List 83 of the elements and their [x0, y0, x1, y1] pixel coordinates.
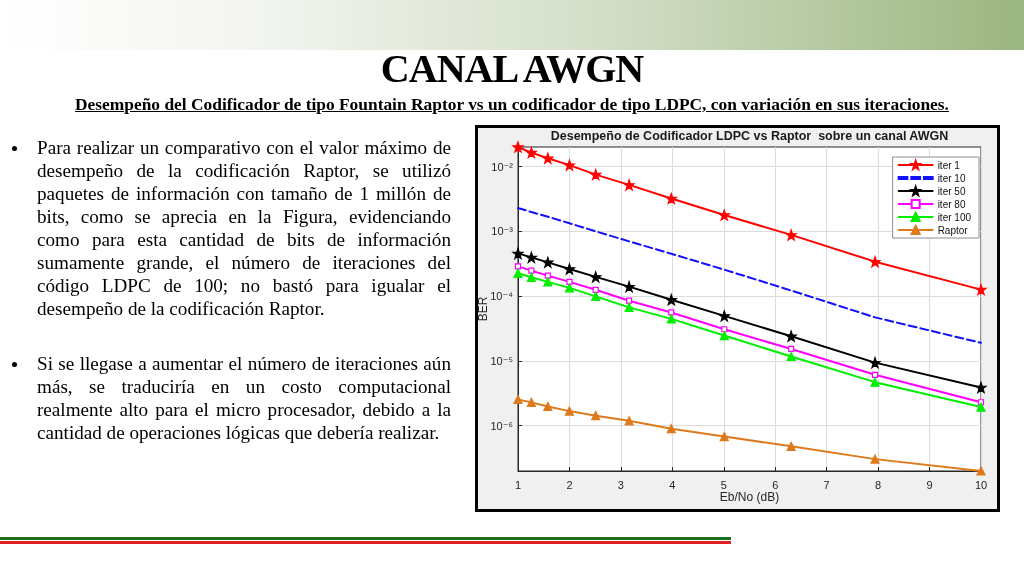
point [623, 281, 635, 293]
point [564, 406, 575, 416]
x-tick-label: 9 [926, 478, 933, 491]
x-tick-label: 7 [823, 478, 830, 491]
point [513, 268, 523, 278]
point [513, 394, 523, 405]
x-tick-label: 3 [617, 478, 624, 491]
point [869, 256, 881, 268]
text: Desempeño del Codificador de tipo Fountain Raptor vs un codificador de tipo LDPC, con variación en sus iteraciones. [74, 93, 950, 115]
point [512, 247, 524, 260]
x-tick-label: 4 [669, 478, 676, 491]
legend-label: iter 10 [937, 172, 966, 184]
point [786, 441, 796, 451]
point [624, 302, 634, 312]
point [591, 411, 601, 421]
point [871, 371, 879, 378]
point [721, 326, 728, 333]
point [526, 272, 536, 282]
y-tick-label: 10⁻³ [491, 225, 514, 238]
point [786, 351, 796, 362]
point [512, 141, 524, 153]
point [719, 431, 729, 442]
point [785, 229, 797, 241]
point [590, 271, 602, 283]
point [563, 263, 576, 275]
text: CANAL AWGN [379, 45, 645, 93]
point [542, 152, 554, 164]
x-tick-label: 2 [566, 478, 573, 491]
point [976, 402, 986, 412]
legend-label: iter 100 [937, 211, 972, 223]
point [591, 291, 601, 301]
point [525, 251, 537, 263]
point [870, 377, 880, 387]
point [623, 179, 635, 191]
point [665, 294, 677, 306]
x-tick-label: 6 [772, 478, 779, 491]
point [590, 169, 602, 181]
x-tick-label: 10 [974, 478, 988, 491]
point [668, 309, 675, 316]
y-tick-label: 10⁻² [491, 160, 514, 173]
point [718, 209, 730, 221]
legend-label: iter 80 [937, 198, 966, 210]
point [785, 330, 797, 342]
point [975, 381, 987, 394]
point [624, 416, 634, 426]
x-tick-label: 5 [720, 478, 727, 491]
point [563, 159, 576, 171]
point [869, 357, 881, 369]
x-tick-label: 1 [514, 478, 522, 491]
line-series [517, 206, 982, 344]
point [528, 267, 535, 274]
text: Si se llegase a aumentar el número de iteraciones aún más, se traduciría en un costo computacional realmente alto para el micro procesador, debido a la cantidad de operaciones lógicas que debería realizar. [37, 352, 451, 444]
point [788, 345, 795, 353]
point [666, 424, 676, 434]
point [526, 397, 536, 407]
point [592, 286, 599, 293]
point [665, 192, 677, 205]
point [542, 256, 554, 268]
legend-label: iter 1 [937, 159, 961, 171]
point [564, 283, 575, 293]
point [544, 272, 551, 279]
point [626, 297, 633, 304]
point [566, 278, 573, 285]
point [666, 314, 676, 324]
point [543, 401, 553, 412]
legend-label: iter 50 [937, 185, 966, 197]
y-tick-label: 10⁻⁴ [490, 290, 514, 303]
point [718, 310, 730, 322]
point [976, 466, 986, 476]
x-axis-title: Eb/No (dB) [719, 490, 780, 504]
text: Para realizar un comparativo con el valor máximo de desempeño de la codificación Raptor, se utilizó paquetes de información con tamaño de 1 millón de bits, como se aprecia en la Figura, evidenciando como para esta cantidad de bits de información sumamente grande, el número de iteraciones del código LDPC de 100; no bastó para igualar el desempeño de la codificación Raptor. [37, 136, 451, 320]
y-tick-label: 10⁻⁵ [490, 354, 513, 367]
point [870, 454, 880, 464]
y-axis-title: BER [476, 296, 490, 322]
point [514, 263, 522, 270]
legend-label: Raptor [937, 224, 969, 236]
point [543, 277, 553, 287]
chart-title: Desempeño de Codificador LDPC vs Raptor sobre un canal AWGN [550, 128, 949, 143]
point [975, 284, 987, 296]
y-tick-label: 10⁻⁶ [490, 419, 513, 432]
point [719, 330, 729, 341]
x-tick-label: 8 [875, 478, 882, 491]
point [525, 146, 537, 159]
